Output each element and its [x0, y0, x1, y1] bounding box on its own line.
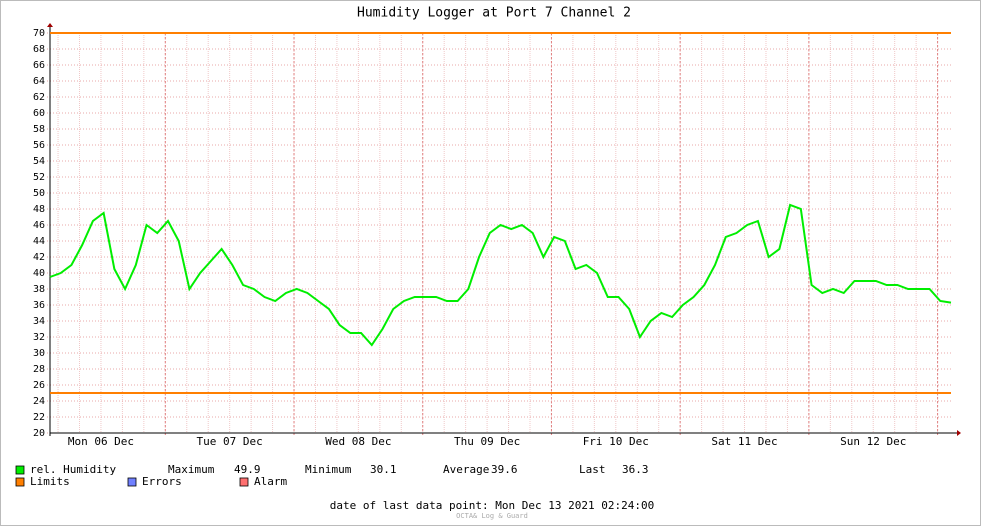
x-arrow — [957, 430, 961, 436]
y-tick-label: 64 — [33, 76, 45, 87]
y-tick-label: 32 — [33, 332, 45, 343]
watermark: OCTA& Log & Guard — [456, 512, 528, 520]
y-tick-label: 46 — [33, 220, 45, 231]
y-tick-label: 30 — [33, 348, 45, 359]
legend-label: rel. Humidity — [30, 463, 116, 476]
legend-label: Limits — [30, 475, 70, 488]
stat-value: 49.9 — [234, 463, 261, 476]
y-tick-label: 56 — [33, 140, 45, 151]
x-tick-label: Thu 09 Dec — [454, 435, 520, 448]
y-arrow — [47, 23, 53, 27]
footer: date of last data point: Mon Dec 13 2021… — [330, 499, 655, 512]
x-tick-label: Sat 11 Dec — [711, 435, 777, 448]
y-tick-label: 54 — [33, 156, 45, 167]
x-tick-label: Wed 08 Dec — [325, 435, 391, 448]
x-tick-label: Tue 07 Dec — [197, 435, 263, 448]
y-tick-label: 62 — [33, 92, 45, 103]
stat-label: Average — [443, 463, 489, 476]
y-tick-label: 68 — [33, 44, 45, 55]
stat-label: Last — [579, 463, 606, 476]
series-line — [49, 203, 952, 347]
y-tick-label: 36 — [33, 300, 45, 311]
legend-swatch — [15, 477, 25, 487]
y-tick-label: 60 — [33, 108, 45, 119]
legend-swatch — [15, 465, 25, 475]
y-tick-label: 70 — [33, 28, 45, 39]
legend-label: Alarm — [254, 475, 287, 488]
y-tick-label: 48 — [33, 204, 45, 215]
stat-value: 30.1 — [370, 463, 397, 476]
y-tick-label: 66 — [33, 60, 45, 71]
y-tick-label: 26 — [33, 380, 45, 391]
chart-title: Humidity Logger at Port 7 Channel 2 — [357, 6, 631, 21]
legend-swatch — [239, 477, 249, 487]
y-tick-label: 38 — [33, 284, 45, 295]
stat-label: Maximum — [168, 463, 215, 476]
stat-label: Minimum — [305, 463, 352, 476]
stat-value: 39.6 — [491, 463, 518, 476]
legend-swatch — [127, 477, 137, 487]
y-tick-label: 20 — [33, 428, 45, 439]
y-tick-label: 28 — [33, 364, 45, 375]
y-tick-label: 44 — [33, 236, 45, 247]
y-tick-label: 42 — [33, 252, 45, 263]
stat-value: 36.3 — [622, 463, 649, 476]
x-tick-label: Fri 10 Dec — [583, 435, 649, 448]
x-tick-label: Sun 12 Dec — [840, 435, 906, 448]
y-tick-label: 52 — [33, 172, 45, 183]
y-tick-label: 58 — [33, 124, 45, 135]
legend-label: Errors — [142, 475, 182, 488]
y-tick-label: 22 — [33, 412, 45, 423]
x-tick-label: Mon 06 Dec — [68, 435, 134, 448]
y-tick-label: 50 — [33, 188, 45, 199]
y-tick-label: 24 — [33, 396, 45, 407]
y-tick-label: 40 — [33, 268, 45, 279]
y-tick-label: 34 — [33, 316, 45, 327]
